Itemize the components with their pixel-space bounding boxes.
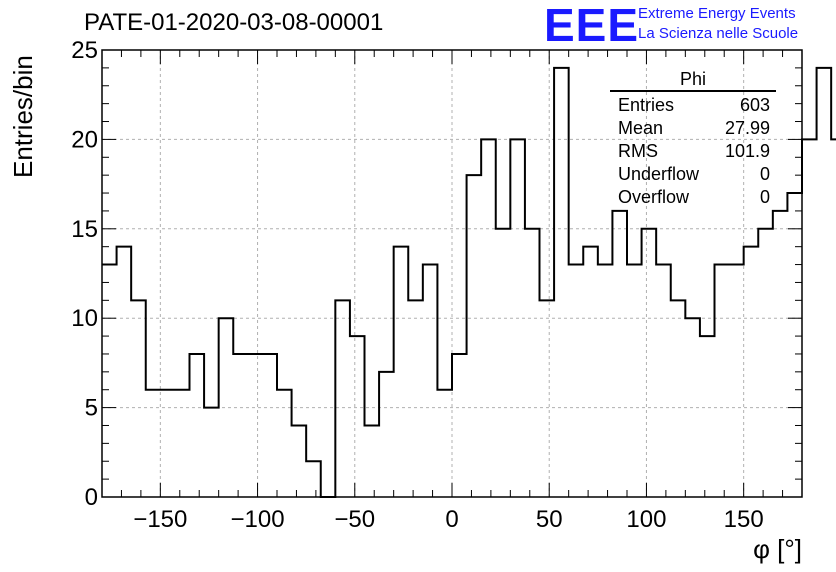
histogram-bin [671, 300, 686, 497]
x-tick-label: −150 [133, 506, 187, 533]
y-tick-label: 0 [85, 484, 98, 511]
stats-row: Entries 603 [610, 94, 776, 117]
stats-value: 0 [759, 187, 770, 207]
histogram-bin [787, 193, 802, 497]
stats-label: Entries [618, 95, 675, 115]
histogram-bin [525, 229, 540, 497]
histogram-bin [831, 139, 836, 497]
x-tick-labels: −150 −100 −50 0 50 100 150 [133, 506, 763, 533]
stats-box: Phi Entries 603 Mean 27.99 RMS 101.9 Und… [610, 68, 776, 209]
stats-title: Phi [610, 68, 776, 92]
eee-logo: EEE [544, 0, 640, 51]
histogram-bin [233, 354, 248, 497]
stats-value: 101.9 [724, 141, 770, 161]
axis-ticks [101, 49, 803, 498]
histogram-bin [773, 211, 788, 497]
histogram-outline [102, 66, 836, 498]
y-tick-label: 15 [71, 216, 98, 243]
histogram-bin [131, 300, 146, 497]
x-tick-label: −100 [231, 506, 285, 533]
x-axis-label: φ [°] [753, 534, 802, 564]
stats-label: Mean [618, 118, 664, 138]
histogram-bin [583, 247, 598, 497]
histogram-bin [175, 390, 190, 497]
histogram-bin [627, 265, 642, 497]
histogram-bin [656, 265, 671, 497]
histogram-bin [248, 354, 263, 497]
histogram-bin [715, 265, 730, 497]
histogram-bin [467, 175, 482, 497]
y-axis-label: Entries/bin [8, 55, 38, 178]
x-tick-label: 0 [445, 506, 458, 533]
histogram-bin [700, 336, 715, 497]
stats-value: 603 [739, 95, 770, 115]
chart-title: PATE-01-2020-03-08-00001 [84, 9, 384, 36]
histogram-bin [744, 247, 759, 497]
histogram-bin [569, 265, 584, 497]
histogram-bin [496, 229, 511, 497]
histogram-bin [408, 300, 423, 497]
stats-row: Overflow 0 [610, 186, 776, 209]
stats-label: Overflow [618, 187, 690, 207]
x-tick-label: 100 [626, 506, 666, 533]
histogram-bin [350, 336, 365, 497]
stats-row: Mean 27.99 [610, 117, 776, 140]
histogram-bin [219, 318, 234, 497]
histogram-bin [262, 354, 277, 497]
histogram-bin [612, 211, 627, 497]
histogram-bin [817, 68, 832, 497]
logo-line-2: La Scienza nelle Scuole [638, 25, 799, 42]
histogram-bin [160, 390, 175, 497]
histogram-bin [758, 229, 773, 497]
histogram-bin [394, 247, 409, 497]
histogram-bin [598, 265, 613, 497]
histogram-bin [292, 425, 307, 497]
histogram-bin [423, 265, 438, 497]
stats-value: 0 [759, 164, 770, 184]
y-tick-label: 10 [71, 305, 98, 332]
x-tick-label: 150 [724, 506, 764, 533]
histogram-bin [802, 139, 817, 497]
x-tick-label: 50 [536, 506, 563, 533]
histogram-bin [642, 229, 657, 497]
stats-label: Underflow [618, 164, 700, 184]
histogram-bin [204, 408, 219, 497]
histogram-bin [146, 390, 161, 497]
stats-row: RMS 101.9 [610, 140, 776, 163]
stats-label: RMS [618, 141, 658, 161]
histogram-bin [102, 265, 117, 497]
histogram-bin [306, 461, 321, 497]
x-tick-label: −50 [334, 506, 375, 533]
y-tick-label: 5 [85, 395, 98, 422]
histogram-bin [729, 265, 744, 497]
histogram-bin [335, 300, 350, 497]
histogram-bin [117, 247, 132, 497]
histogram-bin [554, 68, 569, 497]
y-tick-labels: 0 5 10 15 20 25 [71, 37, 98, 511]
histogram-bin [437, 390, 452, 497]
histogram-bin [379, 372, 394, 497]
logo-line-1: Extreme Energy Events [638, 5, 796, 22]
stats-row: Underflow 0 [610, 163, 776, 186]
histogram-bin [277, 390, 292, 497]
y-tick-label: 20 [71, 126, 98, 153]
histogram-bin [365, 425, 380, 497]
stats-value: 27.99 [724, 118, 770, 138]
histogram-bin [190, 354, 205, 497]
histogram-bin [540, 300, 555, 497]
y-tick-label: 25 [71, 37, 98, 64]
histogram-bin [452, 354, 467, 497]
